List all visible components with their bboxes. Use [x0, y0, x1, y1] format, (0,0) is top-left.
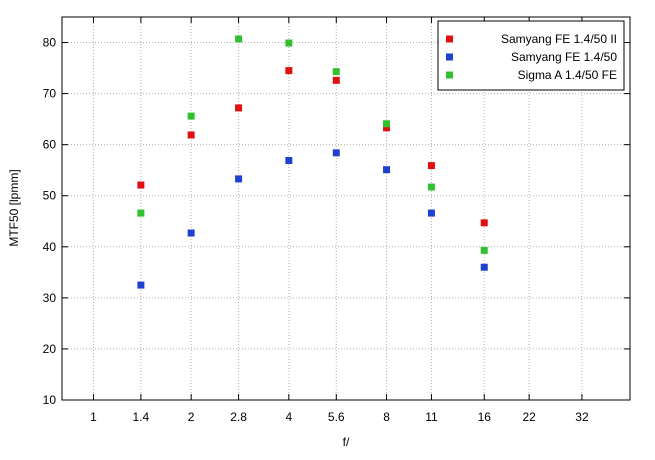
data-point — [285, 39, 293, 47]
x-tick-label: 11 — [425, 410, 438, 424]
data-point — [480, 246, 488, 254]
data-point — [285, 67, 293, 75]
data-point — [235, 175, 243, 183]
data-point — [332, 76, 340, 84]
y-axis-label: MTF50 [lpmm] — [7, 169, 21, 246]
data-point — [480, 263, 488, 271]
data-points — [137, 35, 488, 289]
x-axis-label: f/ — [343, 435, 350, 449]
x-tick-label: 32 — [575, 410, 589, 424]
y-tick-label: 30 — [43, 291, 57, 305]
legend-marker — [446, 71, 453, 79]
x-tick-label: 2.8 — [230, 410, 247, 424]
legend-marker — [446, 53, 453, 61]
x-tick-label: 2 — [188, 410, 195, 424]
data-point — [427, 162, 435, 170]
legend-label: Samyang FE 1.4/50 II — [501, 32, 617, 46]
data-point — [427, 183, 435, 191]
x-tick-label: 5.6 — [328, 410, 345, 424]
data-point — [332, 149, 340, 157]
x-tick-label: 8 — [383, 410, 390, 424]
data-point — [383, 120, 391, 128]
y-tick-label: 80 — [43, 36, 57, 50]
data-point — [137, 281, 145, 289]
x-tick-label: 16 — [478, 410, 492, 424]
plot-area-frame — [61, 16, 631, 401]
data-point — [235, 104, 243, 112]
data-point — [235, 35, 243, 43]
x-tick-label: 22 — [522, 410, 536, 424]
y-tick-label: 50 — [43, 189, 57, 203]
data-point — [285, 156, 293, 164]
legend-box — [437, 20, 625, 91]
data-point — [187, 112, 195, 120]
x-tick-label: 1.4 — [133, 410, 150, 424]
data-point — [383, 124, 391, 132]
x-tick-label: 1 — [90, 410, 97, 424]
y-tick-label: 70 — [43, 87, 57, 101]
data-point — [480, 219, 488, 227]
data-point — [187, 229, 195, 237]
data-point — [383, 166, 391, 174]
data-point — [427, 209, 435, 217]
data-point — [187, 131, 195, 139]
legend: Samyang FE 1.4/50 II Samyang FE 1.4/50 Sig… — [437, 20, 625, 91]
y-tick-label: 40 — [43, 240, 57, 254]
data-point — [137, 209, 145, 217]
axes: 10 20 30 40 50 60 70 80 1 1.4 2 2.8 4 5.6 8 11 16 22 32 — [43, 17, 630, 424]
legend-label: Samyang FE 1.4/50 — [511, 50, 617, 64]
y-tick-label: 20 — [43, 342, 57, 356]
y-tick-label: 10 — [43, 393, 57, 407]
data-point — [332, 68, 340, 76]
y-tick-label: 60 — [43, 138, 57, 152]
data-point — [137, 181, 145, 189]
legend-label: Sigma A 1.4/50 FE — [518, 68, 617, 82]
x-tick-label: 4 — [286, 410, 293, 424]
legend-marker — [446, 35, 453, 43]
